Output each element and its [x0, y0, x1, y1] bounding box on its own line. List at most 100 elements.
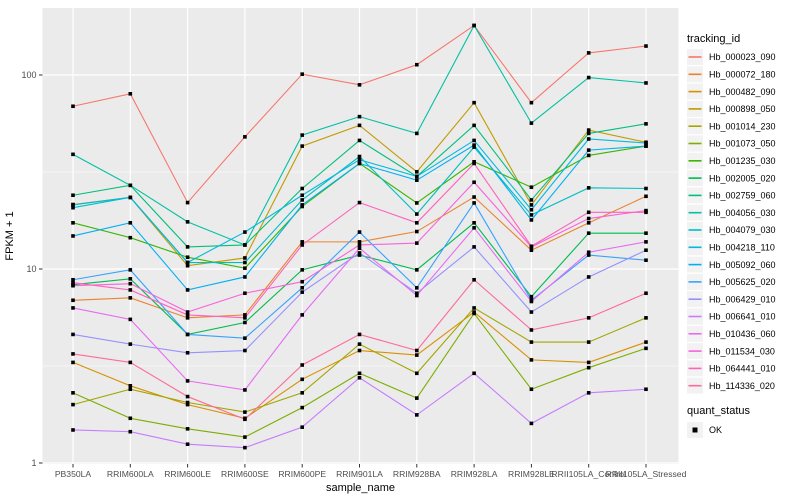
data-point	[644, 210, 648, 215]
data-point	[128, 235, 133, 240]
data-point	[415, 286, 419, 290]
data-point	[586, 51, 591, 55]
data-point	[243, 260, 247, 265]
data-point	[128, 416, 133, 421]
data-point	[529, 213, 534, 217]
y-tick-label: 1	[31, 458, 36, 468]
data-point	[644, 231, 648, 235]
x-tick-label: RRIM928BA	[393, 469, 441, 479]
data-point	[472, 311, 476, 316]
data-point	[243, 417, 247, 422]
data-point	[415, 371, 419, 376]
data-point	[71, 332, 75, 337]
legend-label: Hb_001073_050	[709, 139, 776, 149]
data-point	[357, 114, 362, 119]
legend-title-tracking-id: tracking_id	[687, 33, 740, 45]
data-point	[243, 266, 247, 270]
data-point	[415, 201, 419, 205]
data-point	[185, 220, 190, 224]
data-point	[644, 81, 648, 85]
legend-label: Hb_006641_010	[709, 312, 776, 322]
data-point	[415, 268, 419, 272]
data-point	[71, 283, 75, 288]
data-point	[71, 234, 75, 238]
x-tick-label: RRIM600LE	[164, 469, 211, 479]
x-tick-label: RRII105LA_Stressed	[606, 469, 687, 479]
data-point	[357, 375, 362, 380]
data-point	[128, 92, 133, 96]
data-point	[529, 185, 534, 190]
x-tick-label: PB350LA	[55, 469, 92, 479]
data-point	[185, 316, 190, 320]
data-point	[243, 243, 247, 247]
data-point	[586, 75, 591, 80]
quant-status-marker	[692, 427, 698, 433]
data-point	[300, 268, 304, 272]
data-point	[185, 427, 190, 431]
data-point	[357, 138, 362, 143]
data-point	[357, 200, 362, 205]
data-point	[644, 141, 648, 145]
data-point	[357, 342, 362, 346]
data-point	[128, 383, 133, 388]
legend-title-quant-status: quant_status	[687, 405, 750, 417]
x-tick-label: RRIM600PE	[278, 469, 326, 479]
data-point	[586, 365, 591, 370]
data-point	[529, 248, 534, 252]
data-point	[586, 210, 591, 215]
data-point	[243, 230, 247, 234]
data-point	[243, 388, 247, 392]
data-point	[357, 253, 362, 257]
data-point	[415, 131, 419, 136]
data-point	[644, 122, 648, 126]
legend-label: Hb_004056_030	[709, 208, 776, 218]
data-point	[586, 250, 591, 255]
data-point	[300, 193, 304, 198]
data-point	[300, 243, 304, 247]
data-point	[472, 277, 476, 282]
data-point	[128, 195, 133, 200]
data-point	[300, 405, 304, 410]
data-point	[415, 348, 419, 353]
data-point	[185, 442, 190, 446]
data-point	[415, 169, 419, 174]
data-point	[300, 133, 304, 137]
data-point	[185, 400, 190, 405]
data-point	[586, 131, 591, 136]
data-point	[529, 299, 534, 304]
data-point	[586, 391, 591, 395]
data-point	[586, 148, 591, 152]
data-point	[586, 128, 591, 132]
data-point	[529, 100, 534, 105]
data-point	[243, 291, 247, 296]
data-point	[472, 100, 476, 105]
legend-label: Hb_010436_060	[709, 329, 776, 339]
data-point	[529, 218, 534, 222]
data-point	[472, 226, 476, 230]
data-point	[243, 410, 247, 414]
data-point	[529, 121, 534, 125]
x-tick-label: RRIM901LA	[336, 469, 383, 479]
data-point	[300, 425, 304, 429]
data-point	[472, 201, 476, 205]
data-point	[357, 83, 362, 87]
data-point	[415, 174, 419, 179]
data-point	[644, 44, 648, 48]
data-point	[472, 145, 476, 149]
data-point	[243, 445, 247, 450]
data-point	[185, 255, 190, 260]
legend-label: Hb_002005_020	[709, 173, 776, 183]
x-tick-label: RRIM600SE	[221, 469, 269, 479]
data-point	[71, 306, 75, 310]
data-point	[71, 277, 75, 282]
data-point	[71, 391, 75, 395]
data-point	[357, 154, 362, 159]
data-point	[472, 371, 476, 376]
data-point	[415, 178, 419, 182]
data-point	[415, 353, 419, 357]
data-point	[472, 306, 476, 310]
data-point	[243, 336, 247, 340]
data-point	[71, 352, 75, 356]
data-point	[243, 320, 247, 325]
